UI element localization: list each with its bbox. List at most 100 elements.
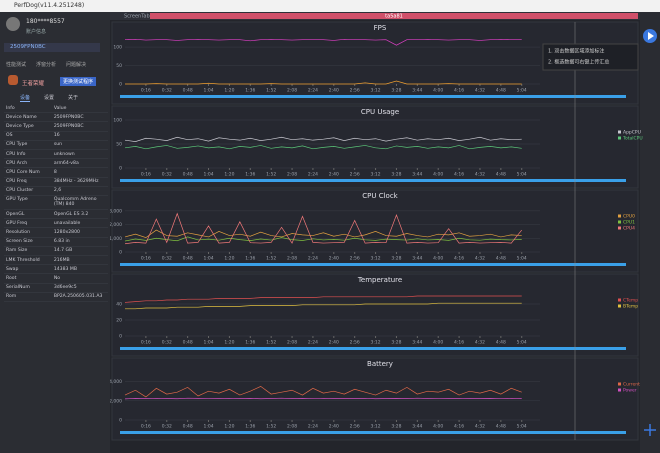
table-cell: Screen Size [4,237,52,247]
x-tick-label: 4:48 [496,88,506,94]
chart-title: Battery [367,360,393,368]
table-cell: 16 [51,131,108,141]
account-link[interactable]: 账户信息 [26,29,47,35]
table-cell: Swap [4,264,52,275]
x-tick-label: 1:04 [203,256,213,262]
x-tick-label: 4:00 [433,172,443,178]
x-tick-label: 1:52 [266,88,276,94]
series-line [124,397,522,400]
table-cell: Root [4,273,52,284]
mode-button[interactable]: 问题解决 [66,62,87,68]
x-tick-label: 2:24 [308,88,318,94]
x-tick-label: 2:56 [350,88,360,94]
info-table: Info Value Device Name 2509FPN0BC Device Ty… [4,104,108,302]
x-tick-label: 1:20 [224,424,234,430]
x-tick-label: 4:16 [454,340,464,346]
tabs: 设备 设置 关于 [20,94,78,102]
right-toolbar [640,12,660,453]
x-tick-label: 4:16 [454,88,464,94]
x-tick-label: 2:40 [329,88,339,94]
x-tick-label: 1:36 [245,256,255,262]
x-tick-label: 5:04 [517,256,527,262]
x-tick-label: 4:00 [433,340,443,346]
x-tick-label: 1:36 [245,424,255,430]
x-tick-label: 2:40 [329,172,339,178]
timeline-label: ta5a81 [385,14,403,20]
legend-label: BTemp [623,304,638,310]
x-tick-label: 0:16 [141,88,151,94]
y-tick-label: 20 [116,318,122,324]
app-name: 王者荣耀 [22,81,45,87]
x-tick-label: 1:20 [224,88,234,94]
x-tick-label: 2:24 [308,256,318,262]
table-row: Device Type 2509FPN0BC [4,121,108,132]
y-tick-label: 100 [113,45,122,51]
legend-label: CPU1 [623,220,635,226]
panel [111,105,639,189]
x-tick-label: 2:24 [308,424,318,430]
y-tick-label: 40 [116,302,122,308]
table-row: Device Name 2509FPN0BC [4,112,108,123]
change-app-button[interactable]: 更换测试程序 [60,77,97,86]
table-row: Resolution 1280x2800 [4,227,108,238]
x-tick-label: 2:24 [308,340,318,346]
y-tick-label: 2,000 [110,398,122,404]
tab[interactable]: 设置 [44,95,55,101]
legend-label: CPU4 [623,226,635,232]
x-tick-label: 0:48 [183,88,193,94]
table-cell: OpenGL ES 3.2 [51,209,108,220]
mode-button[interactable]: 浮窗分析 [36,62,57,68]
x-tick-label: 1:52 [266,172,276,178]
table-cell: Qualcomm Adreno (TM) 840 [51,195,108,211]
table-cell: 2,6 [51,186,108,196]
x-tick-label: 4:48 [496,424,506,430]
legend-label: AppCPU [623,130,641,136]
table-cell: CPU Type [4,140,52,150]
table-row: CPU Cluster 2,6 [4,186,108,196]
table-row: GPU Freq unavailable [4,218,108,229]
header-cell: Value [51,104,108,114]
x-tick-label: 4:16 [454,424,464,430]
table-cell: OS [4,131,52,141]
table-cell: 384MHz - 3629MHz [51,177,108,187]
tab[interactable]: 设备 [20,95,31,102]
x-tick-label: 2:56 [350,424,360,430]
series-line [124,295,522,303]
legend-label: Current [623,382,640,388]
x-tick-label: 1:36 [245,172,255,178]
x-tick-label: 2:24 [308,172,318,178]
screen-tab[interactable]: ScreenTab [124,14,150,20]
x-tick-label: 1:52 [266,340,276,346]
x-tick-label: 0:16 [141,424,151,430]
legend-swatch [618,214,621,218]
table-cell: 1280x2800 [51,227,108,238]
y-tick-label: 0 [119,418,122,424]
scroll-bar [120,179,626,182]
x-tick-label: 1:20 [224,340,234,346]
x-tick-label: 0:32 [162,172,172,178]
tab[interactable]: 关于 [68,95,79,101]
x-tick-label: 3:28 [391,424,401,430]
x-tick-label: 3:12 [371,256,381,262]
table-cell: 14383 MB [51,264,108,275]
device-select[interactable]: 2509FPN0BC [4,43,100,52]
x-tick-label: 4:00 [433,256,443,262]
x-tick-label: 2:08 [287,424,297,430]
x-tick-label: 2:56 [350,172,360,178]
table-cell: GPU Type [4,195,52,211]
legend-label: CPU0 [623,214,635,220]
legend-swatch [618,304,621,308]
x-tick-label: 3:44 [412,340,422,346]
table-row: Rom BP2A.250605.031.A3 [4,292,108,302]
x-tick-label: 4:16 [454,172,464,178]
x-tick-label: 4:32 [475,340,485,346]
x-tick-label: 1:04 [203,88,213,94]
y-tick-label: 4,000 [110,379,122,385]
x-tick-label: 4:48 [496,340,506,346]
table-cell: Ram Size [4,246,52,257]
add-icon[interactable] [644,424,656,436]
y-tick-label: 0 [119,166,122,172]
tip-text: 2. 框选数据可右键上传汇总 [548,59,609,66]
mode-button[interactable]: 性能测试 [6,62,27,68]
series-line [124,236,522,242]
